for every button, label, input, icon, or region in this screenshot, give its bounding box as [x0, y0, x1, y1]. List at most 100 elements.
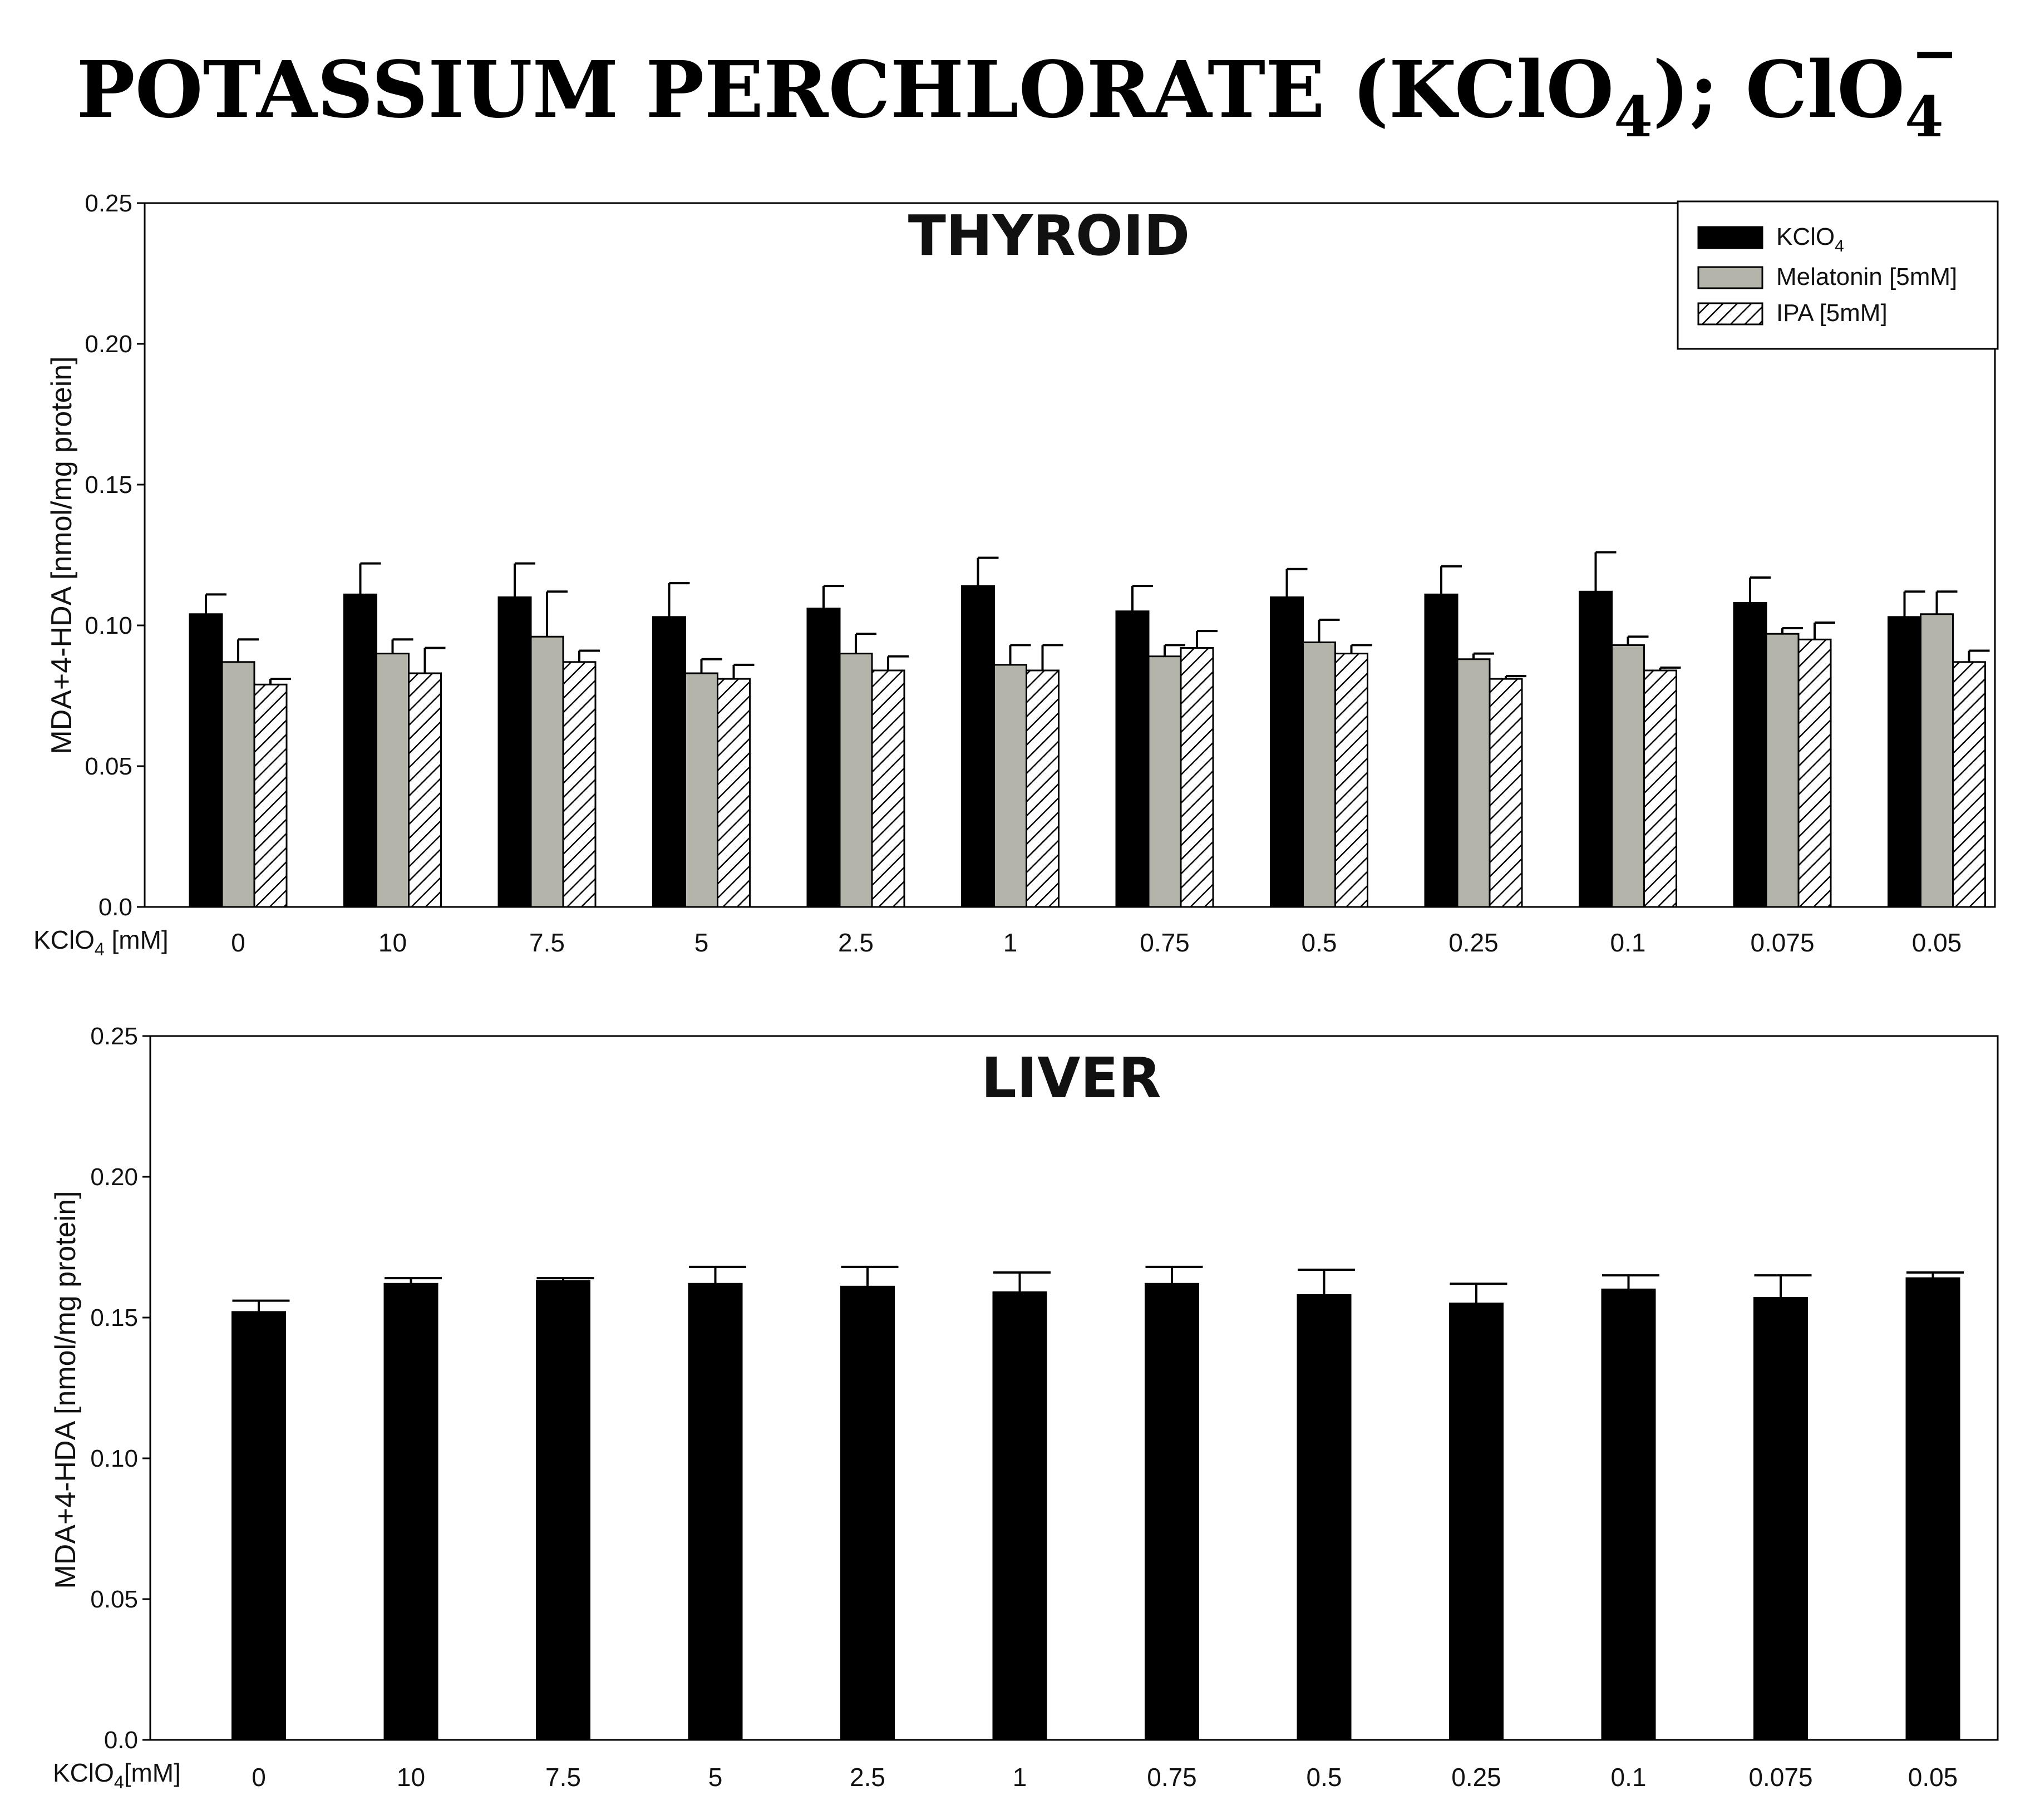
bar-hatch	[871, 669, 905, 908]
bar-black	[536, 1280, 590, 1741]
x-tick-label: 0	[252, 1763, 266, 1792]
x-tick-label: 7.5	[545, 1763, 581, 1792]
bar-gray	[1920, 613, 1954, 908]
thyroid-chart: THYROID MDA+4-HDA [nmol/mg protein] KClO…	[33, 190, 1999, 959]
figure-title-mid: ); ClO	[1653, 45, 1905, 136]
liver-x-axis-label: KClO4[mM]	[53, 1758, 181, 1792]
x-tick-label: 5	[694, 928, 709, 957]
legend-label-kclo4: KClO4	[1776, 223, 1844, 255]
legend-swatch-kclo4	[1697, 226, 1763, 249]
figure-title: POTASSIUM PERCHLORATE (KClO4); ClO4−	[76, 20, 1958, 150]
bar-black	[1579, 590, 1613, 908]
y-tick-label: 0.05	[85, 753, 132, 780]
liver-plot-frame	[149, 1035, 1999, 1741]
bar-black	[992, 1291, 1047, 1741]
x-tick-label: 10	[397, 1763, 425, 1792]
y-tick-label: 0.15	[85, 471, 132, 499]
thyroid-x-axis-label: KClO4 [mM]	[33, 925, 169, 959]
bar-black	[806, 608, 841, 908]
bar-black	[343, 593, 377, 908]
figure-title-sub1: 4	[1614, 84, 1653, 150]
x-tick-label: 5	[708, 1763, 723, 1792]
bar-gray	[376, 653, 410, 908]
thyroid-title: THYROID	[908, 203, 1190, 268]
bar-hatch	[1797, 638, 1832, 908]
legend-swatch-ipa	[1697, 302, 1763, 325]
bar-black	[1115, 610, 1150, 908]
x-tick-label: 0.05	[1912, 928, 1962, 957]
bar-hatch	[408, 672, 442, 908]
bar-black	[840, 1285, 895, 1741]
x-tick-label: 7.5	[529, 928, 565, 957]
y-tick-label: 0.10	[90, 1445, 138, 1472]
figure-title-main: POTASSIUM PERCHLORATE (KClO	[76, 45, 1614, 136]
bar-black	[383, 1283, 438, 1741]
y-tick-label: 0.15	[90, 1304, 138, 1331]
figure-title-sub2: 4	[1905, 84, 1944, 150]
bar-gray	[1611, 644, 1645, 908]
y-tick-label: 0.0	[104, 1727, 138, 1754]
bar-hatch	[1952, 661, 1986, 908]
x-tick-label: 0.05	[1908, 1763, 1958, 1792]
x-tick-label: 2.5	[850, 1763, 885, 1792]
liver-chart: LIVER MDA+4-HDA [nmol/mg protein] KClO4[…	[50, 1023, 1999, 1792]
bar-black	[231, 1311, 286, 1741]
bar-gray	[1147, 655, 1182, 908]
bar-hatch	[1334, 653, 1368, 908]
legend-label-melatonin: Melatonin [5mM]	[1776, 263, 1957, 290]
bar-black	[1905, 1277, 1960, 1741]
bar-hatch	[1026, 669, 1060, 908]
bar-gray	[1765, 633, 1800, 908]
bar-black	[1888, 616, 1921, 908]
figure-title-sup: −	[1911, 20, 1958, 86]
x-tick-label: 0.25	[1451, 1763, 1501, 1792]
bar-black	[189, 613, 223, 908]
bar-black	[1424, 593, 1459, 908]
bar-hatch	[1643, 669, 1677, 908]
legend-label-ipa: IPA [5mM]	[1776, 299, 1888, 327]
x-tick-label: 10	[378, 928, 407, 957]
bar-black	[1297, 1294, 1352, 1741]
bar-hatch	[253, 683, 288, 908]
bar-hatch	[717, 678, 751, 908]
legend-swatch-melatonin	[1697, 266, 1763, 289]
x-tick-label: 0.5	[1302, 928, 1337, 957]
y-tick-label: 0.25	[90, 1023, 138, 1050]
bar-gray	[1302, 641, 1336, 908]
bar-gray	[684, 672, 718, 908]
bar-black	[1753, 1297, 1808, 1741]
bar-black	[652, 616, 686, 908]
bar-black	[1601, 1288, 1656, 1741]
x-tick-label: 0	[231, 928, 245, 957]
x-tick-label: 0.5	[1307, 1763, 1342, 1792]
x-tick-label: 0.25	[1448, 928, 1499, 957]
bar-black	[1145, 1283, 1199, 1741]
bar-gray	[221, 661, 255, 908]
bar-gray	[530, 635, 564, 908]
thyroid-plot-frame	[144, 202, 1996, 908]
bar-black	[1449, 1303, 1504, 1741]
thyroid-legend: KClO4 Melatonin [5mM] IPA [5mM]	[1677, 200, 1999, 350]
y-tick-label: 0.0	[98, 894, 132, 921]
x-tick-label: 1	[1013, 1763, 1027, 1792]
y-tick-label: 0.20	[85, 331, 132, 358]
bar-gray	[1456, 658, 1491, 908]
y-tick-label: 0.05	[90, 1586, 138, 1613]
x-tick-label: 0.075	[1748, 1763, 1812, 1792]
bar-black	[497, 596, 532, 908]
liver-y-axis-label: MDA+4-HDA [nmol/mg protein]	[50, 1191, 82, 1589]
x-tick-label: 1	[1003, 928, 1018, 957]
bar-hatch	[1489, 678, 1523, 908]
bar-black	[688, 1283, 743, 1741]
bar-black	[1270, 596, 1304, 908]
bar-gray	[993, 664, 1027, 908]
y-tick-label: 0.10	[85, 612, 132, 639]
bar-black	[1733, 602, 1767, 908]
x-tick-label: 0.75	[1140, 928, 1190, 957]
bar-hatch	[1180, 647, 1214, 908]
bar-black	[961, 585, 995, 908]
liver-title: LIVER	[981, 1045, 1161, 1111]
bar-gray	[839, 653, 873, 908]
y-tick-label: 0.25	[85, 190, 132, 217]
